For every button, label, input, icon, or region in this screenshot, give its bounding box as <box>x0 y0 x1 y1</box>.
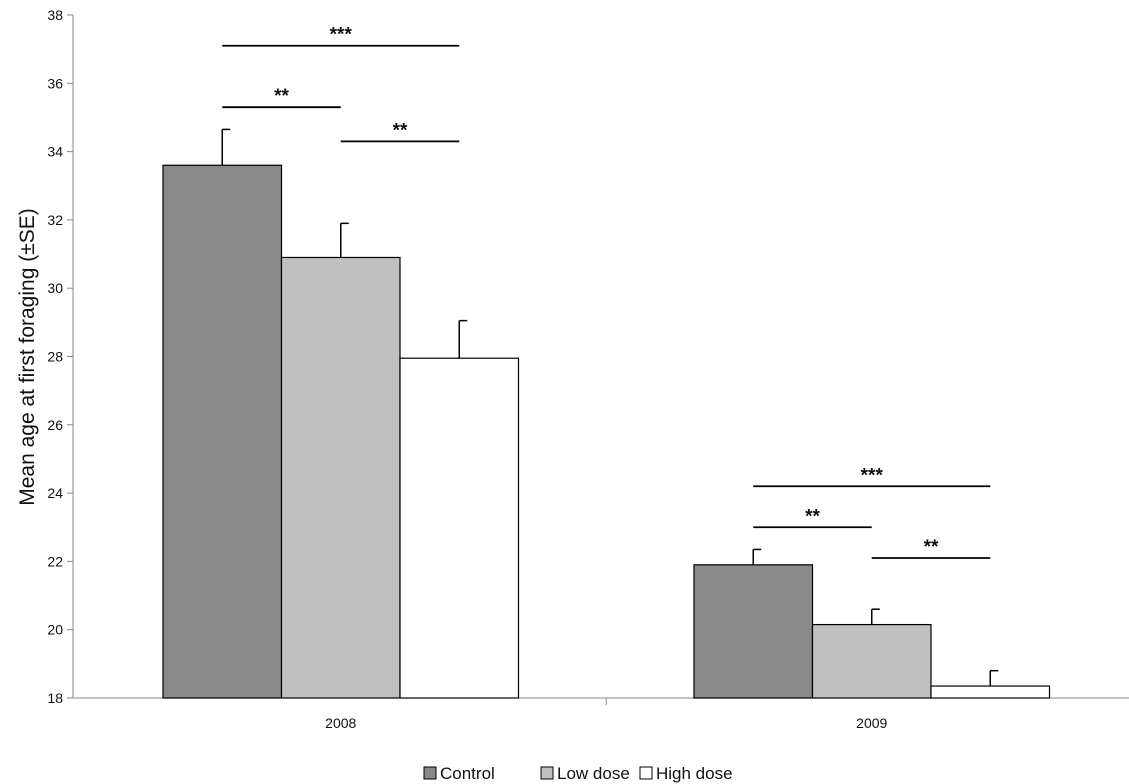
legend-swatch <box>423 766 437 780</box>
y-tick-label: 26 <box>47 417 63 433</box>
y-axis-title: Mean age at first foraging (±SE) <box>16 208 39 506</box>
x-tick-label: 2008 <box>325 715 356 731</box>
y-tick-label: 28 <box>47 349 63 365</box>
y-tick-label: 38 <box>47 7 63 23</box>
y-tick-label: 20 <box>47 622 63 638</box>
bar <box>693 564 814 699</box>
bar <box>280 256 401 699</box>
bar <box>930 685 1051 699</box>
significance-brackets: ************** <box>222 25 991 559</box>
y-tick-label: 32 <box>47 212 63 228</box>
bars <box>162 164 1051 699</box>
legend-label: Control <box>440 764 495 783</box>
y-tick-label: 36 <box>47 75 63 91</box>
y-tick-label: 18 <box>47 690 63 706</box>
legend: Control Low dose High dose <box>423 764 733 783</box>
significance-label: ** <box>393 120 408 141</box>
y-tick-label: 22 <box>47 553 63 569</box>
legend-swatch <box>639 766 653 780</box>
significance-label: ** <box>274 86 289 107</box>
bar <box>399 357 520 699</box>
bar <box>162 164 283 699</box>
legend-swatch <box>540 766 554 780</box>
significance-label: ** <box>805 506 820 527</box>
y-tick-label: 24 <box>47 485 63 501</box>
significance-label: *** <box>330 25 353 46</box>
y-tick-label: 34 <box>47 144 63 160</box>
significance-label: *** <box>861 465 884 486</box>
legend-label: Low dose <box>557 764 630 783</box>
error-bars <box>221 128 999 687</box>
y-tick-label: 30 <box>47 280 63 296</box>
x-tick-label: 2009 <box>856 715 887 731</box>
legend-label: High dose <box>656 764 733 783</box>
bar <box>811 623 932 699</box>
significance-label: ** <box>924 537 939 558</box>
